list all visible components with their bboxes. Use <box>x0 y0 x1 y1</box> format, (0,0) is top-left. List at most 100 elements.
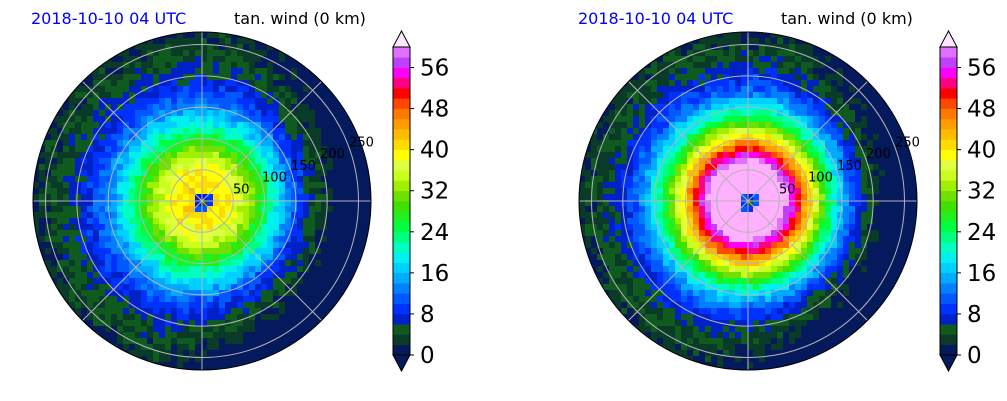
field-cell <box>609 284 616 291</box>
field-cell <box>897 176 904 183</box>
field-cell <box>327 116 334 123</box>
field-cell <box>231 104 238 111</box>
field-cell <box>771 206 778 213</box>
field-cell <box>171 116 178 123</box>
field-cell <box>909 254 916 261</box>
field-cell <box>195 236 202 243</box>
field-cell <box>195 128 202 135</box>
field-cell <box>171 302 178 309</box>
field-cell <box>819 194 826 201</box>
field-cell <box>615 260 622 267</box>
field-cell <box>825 62 832 69</box>
field-cell <box>183 176 190 183</box>
field-cell <box>789 152 796 159</box>
field-cell <box>321 104 328 111</box>
field-cell <box>327 176 334 183</box>
field-cell <box>99 296 106 303</box>
field-cell <box>231 164 238 171</box>
field-cell <box>747 248 754 255</box>
field-cell <box>285 230 292 237</box>
field-cell <box>843 62 850 69</box>
field-cell <box>207 314 214 321</box>
field-cell <box>273 296 280 303</box>
field-cell <box>129 50 136 57</box>
field-cell <box>249 224 256 231</box>
field-cell <box>45 224 52 231</box>
field-cell <box>273 320 280 327</box>
field-cell <box>867 272 874 279</box>
field-cell <box>231 128 238 135</box>
field-cell <box>777 260 784 267</box>
field-cell <box>693 200 700 207</box>
field-cell <box>129 116 136 123</box>
field-cell <box>201 32 208 39</box>
field-cell <box>273 260 280 267</box>
field-cell <box>699 188 706 195</box>
field-cell <box>267 278 274 285</box>
field-cell <box>315 164 322 171</box>
field-cell <box>33 170 40 177</box>
field-cell <box>729 230 736 237</box>
field-cell <box>819 278 826 285</box>
field-cell <box>291 86 298 93</box>
field-cell <box>663 134 670 141</box>
colorbar-bin <box>393 118 410 130</box>
field-cell <box>831 164 838 171</box>
field-cell <box>597 176 604 183</box>
field-cell <box>333 284 340 291</box>
field-cell <box>861 116 868 123</box>
field-cell <box>267 176 274 183</box>
field-cell <box>165 314 172 321</box>
field-cell <box>129 56 136 63</box>
field-cell <box>111 320 118 327</box>
field-cell <box>183 344 190 351</box>
field-cell <box>885 254 892 261</box>
field-cell <box>81 146 88 153</box>
field-cell <box>255 158 262 165</box>
field-cell <box>75 266 82 273</box>
field-cell <box>759 38 766 45</box>
field-cell <box>87 122 94 129</box>
field-cell <box>135 308 142 315</box>
field-cell <box>123 212 130 219</box>
field-cell <box>783 110 790 117</box>
field-cell <box>183 248 190 255</box>
field-cell <box>693 140 700 147</box>
field-cell <box>273 56 280 63</box>
field-cell <box>657 200 664 207</box>
field-cell <box>783 134 790 141</box>
colorbar-bin <box>393 149 410 161</box>
field-cell <box>69 296 76 303</box>
field-cell <box>45 236 52 243</box>
field-cell <box>57 200 64 207</box>
field-cell <box>255 260 262 267</box>
field-cell <box>855 110 862 117</box>
field-cell <box>849 122 856 129</box>
field-cell <box>675 296 682 303</box>
field-cell <box>585 182 592 189</box>
field-cell <box>873 272 880 279</box>
field-cell <box>333 110 340 117</box>
radius-tick-label: 250 <box>349 135 374 150</box>
field-cell <box>141 284 148 291</box>
field-cell <box>867 218 874 225</box>
field-cell <box>687 50 694 57</box>
field-cell <box>33 194 40 201</box>
field-cell <box>783 86 790 93</box>
field-cell <box>321 74 328 81</box>
field-cell <box>735 236 742 243</box>
field-cell <box>195 362 202 369</box>
field-cell <box>591 212 598 219</box>
field-cell <box>645 296 652 303</box>
field-cell <box>885 122 892 129</box>
field-cell <box>195 272 202 279</box>
field-cell <box>711 146 718 153</box>
field-cell <box>837 254 844 261</box>
field-cell <box>663 266 670 273</box>
field-cell <box>903 194 910 201</box>
field-cell <box>795 86 802 93</box>
field-cell <box>843 182 850 189</box>
field-cell <box>267 104 274 111</box>
colorbar-bin <box>393 221 410 233</box>
field-cell <box>267 68 274 75</box>
